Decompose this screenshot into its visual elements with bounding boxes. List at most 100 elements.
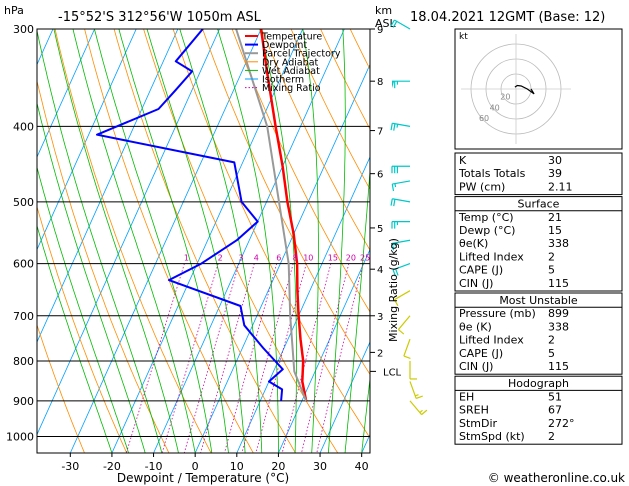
wind-barb: [391, 180, 411, 192]
isotherm-line: [278, 248, 370, 453]
hodograph-stats-panel: [454, 375, 623, 445]
wind-barb: [393, 290, 411, 307]
km-tick-label: 7: [377, 127, 383, 138]
hodograph-stats-row-label: SREH: [459, 404, 489, 417]
wet-adiabat-line: [53, 29, 179, 453]
mixing-ratio-label: 6: [276, 254, 281, 263]
km-tick-label: 6: [377, 170, 383, 181]
surface-row-label: CAPE (J): [459, 264, 503, 277]
pressure-tick-label: 900: [13, 395, 34, 408]
wind-barb-feather: [391, 183, 395, 192]
legend-item: Wet Adiabat: [262, 66, 320, 77]
wet-adiabat-line: [146, 29, 246, 453]
temperature-tick-label: 10: [230, 460, 244, 473]
index-row-label: PW (cm): [459, 180, 505, 193]
wet-adiabat-line: [37, 224, 113, 453]
dry-adiabat-line: [54, 29, 212, 453]
legend-item: Temperature: [261, 32, 322, 43]
wind-barb-feather: [390, 198, 393, 206]
hodograph-trace: [514, 84, 535, 95]
km-tick-label: 4: [377, 265, 383, 276]
hodograph-stats-row-value: 51: [548, 390, 562, 403]
isotherm-line: [37, 29, 54, 66]
most-unstable-row-value: 115: [548, 360, 569, 373]
surface-row-value: 21: [548, 211, 562, 224]
km-tick-label: 2: [377, 348, 383, 359]
most-unstable-row-value: 2: [548, 334, 555, 347]
mixing-ratio-lines: [125, 263, 364, 453]
surface-row-value: 338: [548, 237, 569, 250]
legend-item: Dewpoint: [262, 40, 307, 51]
wind-barb: [409, 381, 423, 399]
wind-barb: [390, 19, 411, 30]
most-unstable-panel: [454, 292, 623, 375]
isotherm-line: [37, 29, 137, 251]
wet-adiabat-line: [37, 165, 129, 453]
wind-barb: [391, 221, 410, 229]
wind-barb-staff: [403, 338, 411, 357]
wind-barb: [392, 80, 410, 89]
temperature-tick-label: -10: [145, 460, 163, 473]
hodograph-stats-row-label: EH: [459, 390, 474, 403]
dry-adiabats: [37, 29, 370, 453]
indices-panel: [454, 152, 623, 196]
most-unstable-row-label: CIN (J): [459, 360, 493, 373]
wind-barb-feather: [393, 299, 399, 307]
surface-row-label: θe(K): [459, 237, 488, 250]
hodograph-stats-row-label: StmSpd (kt): [459, 430, 525, 443]
x-axis-title: Dewpoint / Temperature (°C): [117, 471, 289, 485]
mixing-ratio-label: 25: [360, 254, 370, 263]
hodograph-stats-row-value: 67: [548, 404, 562, 417]
km-tick-label: 5: [377, 224, 383, 235]
wind-barb-staff: [392, 239, 411, 244]
isotherm-line: [153, 29, 345, 453]
wet-adiabat-line: [302, 29, 319, 453]
pressure-tick-label: 600: [13, 258, 34, 271]
mixing-ratio-label: 10: [303, 254, 313, 263]
wind-barb-feather: [393, 123, 396, 131]
wet-adiabat-line: [344, 164, 370, 453]
wind-barb-feather: [403, 355, 411, 359]
parcel-trajectory-profile: [235, 29, 308, 402]
dry-adiabat-line: [261, 29, 370, 251]
wet-adiabat-line: [37, 101, 146, 453]
index-row-label: Totals Totals: [458, 167, 526, 180]
wet-adiabat-line: [72, 29, 196, 453]
wind-barb-feather: [398, 329, 405, 335]
mixing-ratio-line: [183, 263, 240, 453]
wind-barb-feather: [390, 19, 395, 27]
wind-barb-staff: [397, 315, 411, 330]
mixing-ratio-axis-title: Mixing Ratio (g/kg): [387, 238, 400, 342]
dry-adiabat-line: [37, 79, 170, 453]
mixing-ratio-line: [125, 263, 185, 453]
surface-row-value: 2: [548, 250, 555, 263]
surface-row-label: CIN (J): [459, 277, 493, 290]
wind-barb: [409, 400, 428, 416]
wind-barbs: [390, 19, 428, 416]
mixing-ratio-line: [255, 263, 307, 453]
mixing-ratio-label: 3: [238, 254, 243, 263]
wind-barb-half-feather: [396, 124, 399, 128]
surface-row-value: 115: [548, 277, 569, 290]
lcl-label: LCL: [383, 367, 402, 378]
wind-barb-half-feather: [415, 394, 419, 397]
dry-adiabat-line: [37, 323, 85, 453]
wind-barb: [409, 360, 417, 380]
wind-barb-feather: [415, 395, 423, 399]
wind-barb-feather: [421, 409, 428, 416]
mixing-ratio-label: 15: [328, 254, 338, 263]
wind-barb-pennant: [392, 81, 395, 89]
wind-barb: [392, 263, 411, 277]
wind-barb: [391, 239, 411, 251]
mixing-ratio-labels: 1 2 3 4 6 8 10 15 20 25: [184, 254, 370, 263]
hodograph-stats-panel-title: Hodograph: [508, 377, 569, 390]
hodograph-stats-row-value: 2: [548, 430, 555, 443]
mixing-ratio-line: [316, 263, 364, 453]
wind-barb-feather: [391, 243, 395, 251]
most-unstable-row-label: θe (K): [459, 320, 492, 333]
wind-barb-staff: [392, 263, 411, 271]
temperature-tick-label: -20: [103, 460, 121, 473]
hodograph-ring-label: 40: [490, 103, 500, 112]
